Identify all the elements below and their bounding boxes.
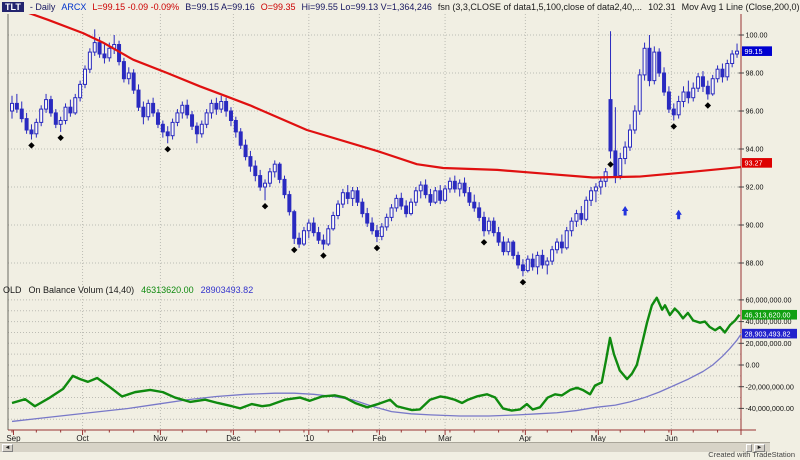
ma-value-badge: 93.27 (742, 158, 772, 168)
up-arrow-icon (621, 206, 629, 216)
obv-avg-value-badge: 28,903,493.82 (742, 328, 797, 339)
last-quote: L=99.15 -0.09 -0.09% (92, 2, 180, 12)
pivot-diamond-icon (28, 142, 35, 149)
horizontal-scrollbar[interactable]: ◄ ► (0, 442, 770, 452)
pivot-diamond-icon (480, 239, 488, 246)
up-arrow-icon (675, 209, 682, 220)
month-label: Sep (6, 434, 21, 442)
study-ma-label: Mov Avg 1 Line (Close,200,0) (681, 2, 800, 12)
price-and-volume-chart[interactable]: Sep Oct Nov Dec '10 Feb Mar Apr May Jun 100.00 98.0… (0, 3, 800, 443)
pivot-diamond-icon (164, 146, 171, 153)
obv-average-line (11, 333, 742, 423)
hi-lo-volume: Hi=99.55 Lo=99.13 V=1,364,246 (301, 2, 432, 12)
svg-text:28,903,493.82: 28,903,493.82 (745, 329, 791, 338)
axis-tick-label: 60,000,000.00 (746, 296, 792, 305)
month-label: Oct (76, 434, 89, 442)
tradestation-credit: Created with TradeStation (708, 450, 795, 459)
month-label: Dec (226, 434, 240, 442)
axis-tick-label: 20,000,000.00 (746, 339, 792, 348)
volume-gridlines (8, 299, 741, 420)
month-label: Feb (372, 434, 386, 442)
pivot-diamond-icon (704, 102, 712, 109)
pivot-diamond-markers (28, 102, 712, 286)
interval-label: - Daily (29, 2, 56, 12)
obv-prefix: OLD (3, 285, 22, 295)
month-label: '10 (304, 434, 315, 442)
time-axis-ticks (11, 430, 719, 435)
obv-fast-value: 46313620.00 (141, 285, 194, 295)
pivot-diamond-icon (57, 134, 64, 141)
study-fsn-value: 102.31 (648, 2, 676, 12)
obv-indicator-label: OLD On Balance Volum (14,40) 46313620.00… (3, 285, 253, 295)
obv-name: On Balance Volum (14,40) (28, 285, 135, 295)
axis-tick-label: 92.00 (746, 183, 764, 192)
last-price-badge: 99.15 (742, 46, 772, 56)
month-label: Mar (438, 434, 452, 442)
scroll-right-button[interactable]: ► (754, 444, 765, 452)
pivot-diamond-icon (670, 123, 677, 130)
axis-tick-label: 94.00 (746, 145, 764, 154)
study-fsn-label: fsn (3,3,CLOSE of data1,5,100,close of d… (437, 2, 643, 12)
axis-tick-label: 90.00 (746, 221, 764, 230)
pivot-diamond-icon (519, 279, 527, 286)
axis-tick-label: 0.00 (746, 361, 760, 370)
price-gridlines (8, 34, 741, 264)
axis-tick-label: -40,000,000.00 (746, 404, 794, 413)
month-label: May (591, 434, 606, 442)
chart-canvas[interactable]: Sep Oct Nov Dec '10 Feb Mar Apr May Jun 100.00 98.0… (0, 3, 800, 443)
chart-header: TLT - Daily ARCX L=99.15 -0.09 -0.09% B=… (0, 0, 800, 14)
axis-tick-label: 98.00 (746, 69, 764, 78)
axis-tick-label: 96.00 (746, 107, 764, 116)
svg-text:99.15: 99.15 (745, 47, 763, 56)
axis-tick-label: 40,000,000.00 (746, 317, 792, 326)
pivot-diamond-icon (607, 161, 614, 168)
axis-tick-label: 88.00 (746, 259, 764, 268)
svg-text:93.27: 93.27 (745, 159, 763, 168)
obv-slow-value: 28903493.82 (200, 285, 254, 295)
signal-arrows (621, 206, 682, 220)
month-label: Nov (153, 434, 167, 442)
month-gridlines (82, 14, 672, 430)
pivot-diamond-icon (261, 203, 269, 210)
month-label: Apr (519, 434, 532, 442)
bid-ask: B=99.15 A=99.16 (185, 2, 255, 12)
pivot-diamond-icon (320, 252, 327, 259)
month-label: Jun (665, 434, 678, 442)
axis-tick-label: -20,000,000.00 (746, 382, 794, 391)
pivot-diamond-icon (291, 246, 298, 254)
volume-axis: 60,000,000.00 40,000,000.00 20,000,000.00 0… (738, 296, 794, 413)
exchange-label: ARCX (61, 2, 87, 12)
symbol-label[interactable]: TLT (2, 2, 24, 12)
price-axis: 100.00 98.00 96.00 94.00 92.00 90.00 88.00 (738, 31, 768, 268)
candles-layer (10, 29, 740, 277)
pivot-diamond-icon (373, 244, 381, 252)
axis-tick-label: 100.00 (746, 31, 768, 40)
scroll-left-button[interactable]: ◄ (2, 444, 13, 452)
open-quote: O=99.35 (260, 2, 296, 12)
svg-text:46,313,620.00: 46,313,620.00 (745, 311, 791, 320)
scrollbar-splitter[interactable] (746, 444, 752, 452)
ma200-line (11, 3, 742, 179)
obv-value-badge: 46,313,620.00 (742, 309, 797, 320)
obv-line (11, 296, 741, 412)
